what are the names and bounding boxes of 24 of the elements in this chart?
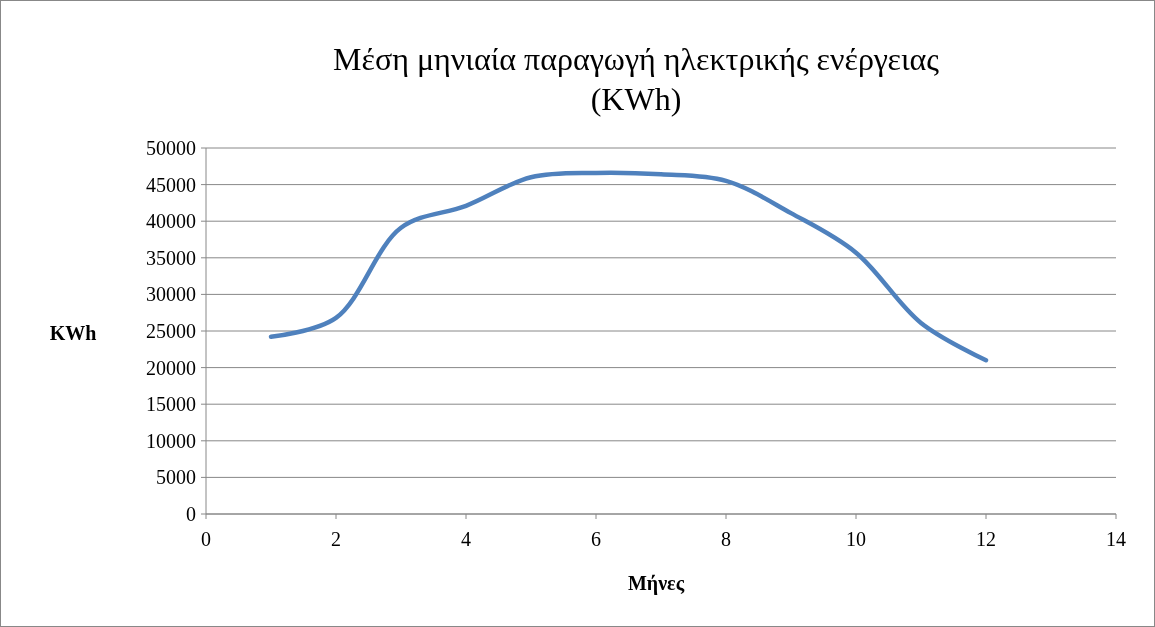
y-tick-label: 10000 (146, 429, 196, 452)
x-tick-label: 10 (846, 528, 866, 550)
y-tick-label: 5000 (156, 466, 196, 489)
y-tick-label: 50000 (146, 137, 196, 159)
x-tick-label: 2 (331, 528, 341, 550)
y-tick-label: 30000 (146, 283, 196, 306)
line-series (268, 170, 989, 363)
y-tick-label: 15000 (146, 393, 196, 416)
y-tick-label: 0 (186, 503, 196, 525)
y-axis-title: KWh (49, 322, 97, 344)
chart-title: Μέση μηνιαία παραγωγή ηλεκτρικής ενέργειας (333, 41, 940, 77)
x-tick-label: 0 (201, 528, 211, 550)
x-tick-label: 8 (721, 528, 731, 550)
y-tick-label: 40000 (146, 210, 196, 233)
y-tick-label: 20000 (146, 356, 196, 379)
y-tick-label: 35000 (146, 246, 196, 269)
x-tick-label: 4 (461, 528, 471, 550)
chart-subtitle: (KWh) (590, 81, 682, 117)
x-tick-label: 12 (976, 528, 996, 550)
y-tick-label: 25000 (146, 320, 196, 342)
y-tick-label: 45000 (146, 173, 196, 196)
x-tick-label: 6 (591, 528, 601, 550)
x-tick-label: 14 (1106, 528, 1126, 550)
x-axis-title: Μήνες (627, 572, 685, 595)
